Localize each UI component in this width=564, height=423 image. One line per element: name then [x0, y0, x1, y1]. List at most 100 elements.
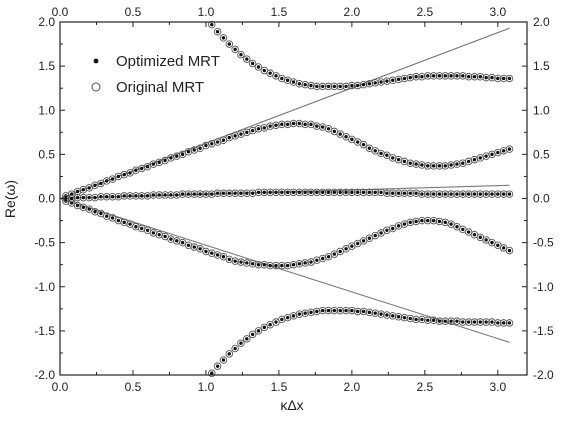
point-original-b2-47 — [336, 188, 344, 197]
point-optimized-b3-74 — [496, 76, 500, 81]
point-optimized-b2-5 — [93, 195, 97, 200]
point-original-b2-3 — [79, 193, 88, 202]
point-optimized-b0-28 — [227, 135, 231, 140]
point-optimized-b0-69 — [466, 159, 471, 164]
point-optimized-b0-54 — [379, 151, 383, 156]
point-original-b2-30 — [237, 189, 245, 197]
point-optimized-b4-32 — [250, 332, 255, 337]
point-optimized-b4-44 — [320, 308, 325, 313]
point-optimized-b0-11 — [128, 171, 132, 175]
point-optimized-b0-27 — [221, 138, 226, 142]
point-original-b2-56 — [388, 189, 397, 197]
point-original-b1-76 — [505, 246, 514, 255]
point-original-b2-19 — [172, 191, 181, 199]
point-optimized-b1-71 — [478, 235, 482, 240]
point-original-b2-23 — [196, 190, 204, 198]
point-original-b3-56 — [388, 76, 397, 84]
point-original-b3-63 — [429, 72, 438, 80]
point-original-b3-40 — [295, 80, 304, 88]
point-optimized-b4-46 — [332, 308, 337, 313]
point-optimized-b1-35 — [268, 263, 272, 268]
point-original-b2-57 — [394, 189, 403, 197]
point-optimized-b1-44 — [320, 256, 325, 261]
point-original-b3-51 — [359, 80, 368, 89]
point-original-b3-57 — [394, 75, 403, 84]
point-original-b3-54 — [377, 78, 385, 86]
point-original-b4-40 — [295, 310, 304, 318]
point-original-b4-52 — [365, 308, 374, 317]
point-original-b3-59 — [406, 73, 415, 82]
point-optimized-b2-73 — [490, 192, 494, 196]
point-optimized-b0-13 — [140, 166, 144, 171]
point-original-b2-62 — [424, 190, 432, 198]
y-tick-label-left: 2.0 — [38, 15, 55, 29]
point-original-b4-63 — [429, 316, 438, 325]
x-axis-title: κΔx — [280, 397, 303, 413]
point-optimized-b3-76 — [507, 76, 512, 81]
point-optimized-b1-53 — [373, 233, 377, 238]
point-original-b2-22 — [190, 190, 199, 198]
point-original-b4-46 — [330, 306, 339, 315]
point-optimized-b1-47 — [338, 249, 342, 254]
point-optimized-b2-20 — [180, 192, 185, 196]
point-original-b2-43 — [313, 188, 321, 197]
point-optimized-b4-29 — [233, 346, 237, 351]
point-original-b2-1 — [67, 194, 76, 203]
point-optimized-b3-57 — [396, 77, 401, 82]
point-original-b2-39 — [289, 188, 298, 197]
x-tick-label-bottom: 2.0 — [344, 380, 361, 394]
point-original-b2-9 — [114, 192, 123, 201]
point-original-b3-62 — [424, 72, 432, 80]
point-optimized-b1-54 — [379, 231, 383, 235]
point-optimized-b0-49 — [350, 137, 354, 142]
point-optimized-b3-72 — [484, 75, 488, 80]
point-optimized-b3-29 — [233, 47, 237, 52]
point-original-b4-66 — [447, 317, 455, 325]
point-optimized-b0-16 — [157, 160, 161, 165]
point-optimized-b2-56 — [391, 191, 395, 195]
x-tick-label-top: 0.5 — [125, 5, 142, 19]
point-original-b2-66 — [447, 190, 455, 198]
point-optimized-b1-66 — [449, 222, 453, 226]
point-original-b4-33 — [254, 327, 263, 335]
point-optimized-b4-75 — [501, 321, 506, 325]
point-optimized-b0-24 — [204, 143, 208, 148]
point-optimized-b0-70 — [472, 157, 477, 162]
point-original-b3-48 — [342, 82, 350, 91]
point-optimized-b4-27 — [221, 358, 226, 362]
point-original-b2-7 — [102, 192, 111, 201]
point-original-b2-65 — [441, 190, 450, 198]
point-optimized-b2-16 — [157, 193, 161, 197]
point-optimized-b3-63 — [431, 74, 436, 78]
point-optimized-b2-61 — [420, 192, 424, 196]
point-original-b0-43 — [313, 122, 321, 130]
point-original-b3-55 — [383, 77, 391, 85]
point-original-b2-50 — [353, 188, 362, 197]
point-original-b0-67 — [453, 160, 461, 168]
point-original-b4-44 — [318, 306, 327, 315]
y-tick-label-right: 1.5 — [533, 59, 550, 73]
point-optimized-b4-43 — [315, 309, 319, 314]
point-optimized-b1-4 — [87, 207, 91, 211]
point-optimized-b4-72 — [484, 320, 488, 324]
point-original-b3-33 — [254, 63, 263, 71]
point-optimized-b3-58 — [402, 76, 407, 81]
point-original-b4-28 — [225, 350, 234, 358]
point-original-b2-41 — [301, 188, 309, 197]
point-original-b3-69 — [464, 72, 473, 81]
point-optimized-b0-42 — [309, 122, 313, 127]
point-original-b4-31 — [243, 335, 251, 343]
point-optimized-b0-44 — [320, 125, 325, 129]
point-original-b3-76 — [505, 74, 514, 83]
point-optimized-b1-25 — [210, 251, 214, 255]
y-tick-label-left: 0.5 — [38, 147, 55, 161]
point-original-b4-26 — [213, 362, 222, 370]
point-optimized-b0-46 — [332, 129, 337, 134]
point-optimized-b1-33 — [256, 262, 261, 267]
point-optimized-b4-68 — [461, 320, 465, 324]
point-optimized-b0-72 — [484, 154, 488, 158]
point-original-b2-31 — [243, 189, 251, 197]
point-optimized-b2-27 — [221, 191, 226, 195]
point-original-b4-25 — [208, 369, 216, 377]
point-original-b0-36 — [272, 121, 280, 130]
